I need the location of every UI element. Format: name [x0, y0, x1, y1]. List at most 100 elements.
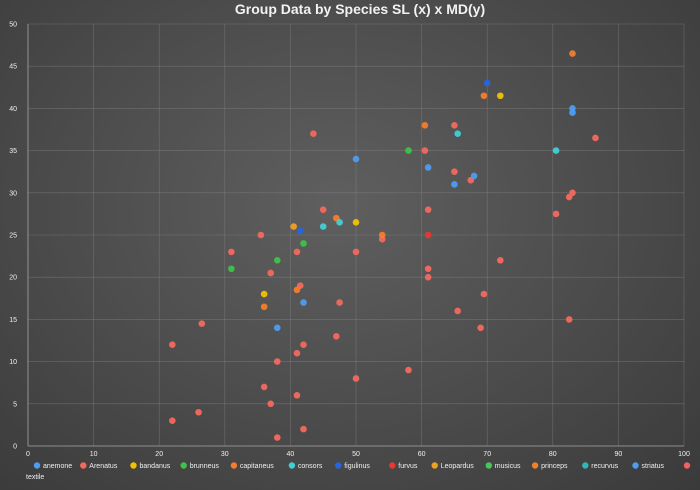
data-point-arenatus	[195, 408, 202, 416]
y-tick-label: 30	[9, 190, 17, 197]
y-tick-label: 50	[9, 22, 17, 29]
data-point-capitaneus	[378, 231, 386, 239]
legend-item-musicus[interactable]: musicus	[485, 462, 521, 470]
legend-item-striatus[interactable]: striatus	[632, 462, 665, 470]
data-point-arenatus	[267, 269, 275, 277]
legend-label: striatus	[642, 463, 665, 470]
y-tick-label: 15	[9, 317, 17, 324]
data-point-arenatus	[319, 206, 327, 213]
data-point-arenatus	[300, 425, 307, 433]
data-point-arenatus	[477, 324, 484, 332]
legend-label: brunneus	[190, 463, 220, 470]
chart-title: Group Data by Species SL (x) x MD(y)	[235, 1, 485, 17]
data-point-arenatus	[293, 349, 301, 357]
data-point-arenatus	[300, 341, 307, 349]
data-point-brunneus	[300, 240, 307, 247]
legend-marker	[230, 462, 238, 469]
data-point-striatus	[470, 172, 478, 180]
data-point-striatus	[451, 181, 458, 188]
legend-item-consors[interactable]: consors	[288, 462, 323, 470]
data-point-arenatus	[198, 320, 206, 327]
legend-label: musicus	[495, 463, 521, 470]
legend-label: consors	[298, 463, 323, 470]
data-point-arenatus	[352, 375, 360, 382]
legend-label: Arenatus	[89, 463, 118, 470]
data-point-consors	[319, 223, 327, 230]
legend-item-capitaneus[interactable]: capitaneus	[230, 462, 275, 470]
data-point-arenatus	[569, 189, 576, 197]
data-point-arenatus	[169, 417, 176, 424]
legend-label: princeps	[541, 463, 568, 470]
data-point-striatus	[352, 155, 360, 163]
legend-marker-textile	[683, 462, 691, 469]
data-point-striatus	[273, 324, 281, 332]
legend-marker	[632, 462, 639, 469]
y-tick-label: 10	[9, 359, 17, 366]
data-point-arenatus	[257, 231, 265, 239]
x-tick-label: 70	[483, 451, 491, 458]
legend-marker	[389, 462, 396, 469]
data-point-arenatus	[451, 168, 458, 175]
y-tick-label: 0	[13, 444, 17, 451]
data-point-arenatus	[424, 273, 432, 281]
legend-label: capitaneus	[240, 463, 274, 470]
legend-marker	[431, 462, 438, 469]
legend-marker	[180, 462, 187, 469]
data-point-arenatus	[273, 358, 281, 365]
x-tick-label: 10	[90, 451, 98, 458]
legend-item-brunneus[interactable]: brunneus	[180, 462, 220, 470]
legend-marker	[80, 462, 87, 469]
y-tick-label: 20	[9, 275, 17, 282]
legend-item-anemone[interactable]: anemone	[33, 462, 72, 470]
data-point-arenatus	[552, 210, 560, 218]
data-point-arenatus	[333, 332, 340, 340]
legend-item-princeps[interactable]: princeps	[531, 462, 568, 470]
data-point-arenatus	[497, 257, 504, 264]
legend-item-recurvus[interactable]: recurvus	[582, 462, 619, 470]
legend-item-bandanus[interactable]: bandanus	[130, 462, 171, 470]
y-tick-label: 45	[9, 64, 17, 71]
data-point-arenatus	[451, 121, 458, 129]
data-point-arenatus	[273, 434, 281, 441]
legend-marker	[485, 462, 492, 469]
grid-layer	[27, 23, 685, 447]
data-point-arenatus	[454, 307, 461, 315]
x-tick-label: 100	[678, 451, 690, 458]
x-tick-label: 40	[287, 451, 295, 458]
legend-item-furvus[interactable]: furvus	[389, 462, 418, 470]
data-point-capitaneus	[569, 50, 576, 57]
x-tick-label: 0	[26, 451, 30, 458]
data-point-arenatus	[592, 134, 599, 142]
legend-marker	[288, 462, 296, 469]
data-point-arenatus	[424, 206, 432, 213]
data-point-bandanus	[497, 92, 504, 100]
legend-marker	[130, 462, 137, 469]
legend-label: figulinus	[344, 463, 370, 470]
data-point-bandanus	[352, 219, 360, 226]
data-point-consors	[552, 147, 560, 154]
data-point-arenatus	[352, 248, 360, 256]
legend-marker	[33, 462, 41, 469]
legend-marker	[531, 462, 539, 469]
legend-label: anemone	[43, 463, 72, 470]
legend-label: bandanus	[140, 463, 171, 470]
legend-label: furvus	[398, 463, 418, 470]
data-point-arenatus	[310, 130, 317, 138]
y-tick-label: 5	[13, 401, 17, 408]
legend-item-leopardus[interactable]: Leopardus	[431, 462, 475, 470]
data-point-figulinus	[296, 227, 304, 235]
data-point-arenatus	[169, 341, 176, 349]
x-tick-label: 60	[418, 451, 426, 458]
data-point-brunneus	[228, 265, 235, 273]
data-point-arenatus	[405, 366, 412, 374]
data-point-arenatus	[565, 316, 573, 323]
legend-item-textile[interactable]: textile	[26, 474, 44, 481]
legend-item-figulinus[interactable]: figulinus	[335, 462, 370, 470]
y-tick-label: 35	[9, 148, 17, 155]
data-point-capitaneus	[293, 286, 301, 294]
x-tick-label: 80	[549, 451, 557, 458]
legend-item-arenatus[interactable]: Arenatus	[80, 462, 118, 470]
data-point-capitaneus	[260, 303, 268, 311]
legend-marker	[582, 462, 589, 469]
